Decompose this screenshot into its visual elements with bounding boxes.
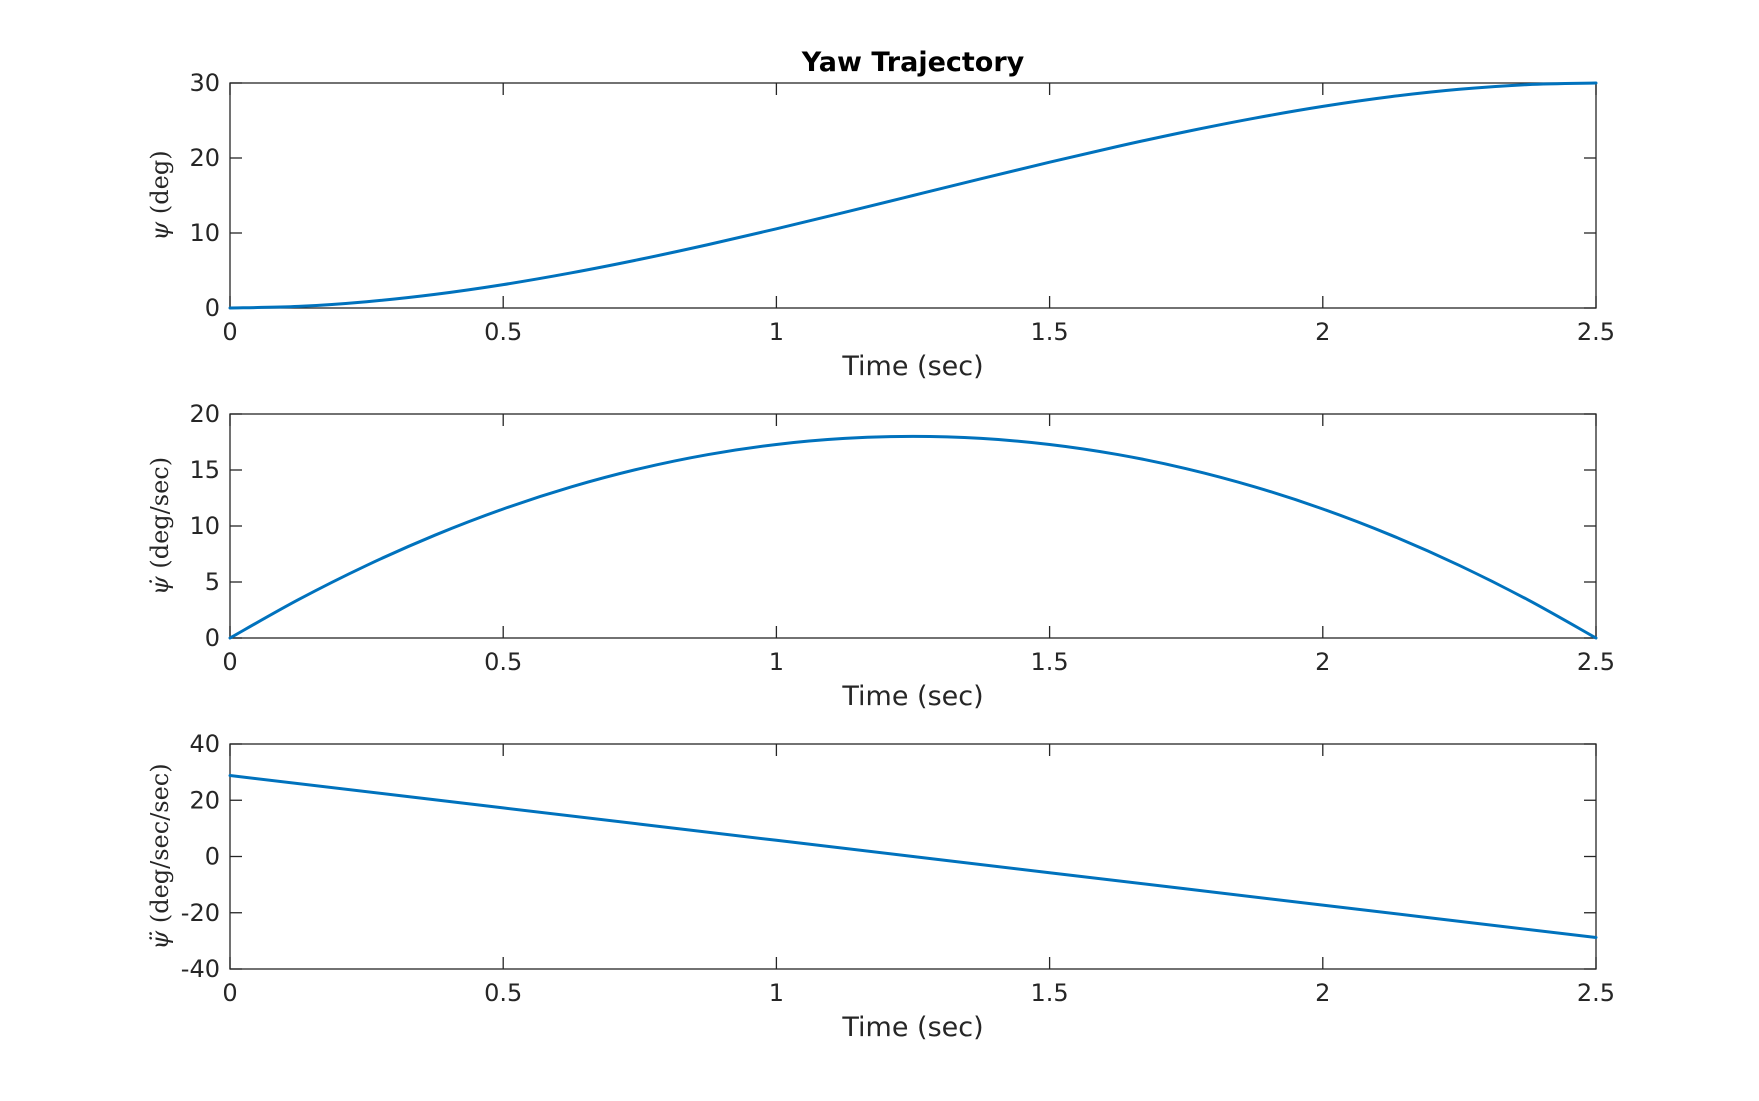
y-tick-label: 20 [189,786,220,814]
y-axis-symbol: ψ [146,221,174,241]
subplot-2: 0 0.5 1 1.5 2 2.5 0 5 10 15 20 Time (sec) ψ̇ (deg/se… [146,400,1615,712]
y-tick-label: -40 [181,955,220,983]
y-tick-label: 0 [205,294,220,322]
y-tick-label: 0 [205,843,220,871]
subplot-1: 0 0.5 1 1.5 2 2.5 0 10 20 30 Time (sec) ψ (deg) Yaw … [146,47,1615,382]
y-tick-label: 40 [189,730,220,758]
y-axis-symbol: ψ̇ [146,575,174,595]
y-axis-label: ψ̇ (deg/sec) [146,457,174,595]
x-tick-label: 2 [1315,979,1330,1007]
x-tick-label: 0 [222,648,237,676]
x-tick-label: 1.5 [1031,979,1069,1007]
y-tick-label: 20 [189,144,220,172]
y-tick-label: 20 [189,400,220,428]
x-tick-label: 1.5 [1031,648,1069,676]
x-tick-label: 0 [222,318,237,346]
y-tick-label: 10 [189,219,220,247]
x-tick-label: 1 [769,318,784,346]
series-line-1 [228,434,1598,640]
x-tick-label: 2.5 [1577,979,1615,1007]
y-tick-label: 0 [205,624,220,652]
x-tick-label: 2.5 [1577,318,1615,346]
x-tick-label: 1 [769,648,784,676]
x-tick-label: 0.5 [484,318,522,346]
y-axis-symbol: ψ̈ [146,930,174,950]
y-tick-label: 30 [189,69,220,97]
x-tick-label: 1.5 [1031,318,1069,346]
y-axis-label: ψ (deg) [146,150,174,240]
x-tick-label: 2 [1315,648,1330,676]
x-axis-label: Time (sec) [841,351,983,382]
y-axis-label: ψ̈ (deg/sec/sec) [146,763,174,949]
y-tick-label: 10 [189,512,220,540]
y-tick-label: 15 [189,456,220,484]
x-axis-label: Time (sec) [841,1012,983,1043]
subplot-3: 0 0.5 1 1.5 2 2.5 -40 -20 0 20 40 Time (sec) ψ̈ (deg… [146,730,1615,1043]
axes-frame [229,413,1597,639]
y-axis-units: (deg/sec) [146,457,174,569]
y-axis-units: (deg/sec/sec) [146,763,174,923]
x-tick-label: 0 [222,979,237,1007]
y-axis-units: (deg) [146,150,174,214]
y-tick-label: -20 [181,899,220,927]
series-line-1 [228,774,1598,939]
y-tick-label: 5 [205,568,220,596]
x-axis-label: Time (sec) [841,681,983,712]
x-tick-label: 2.5 [1577,648,1615,676]
x-tick-label: 0.5 [484,648,522,676]
chart-title: Yaw Trajectory [801,47,1025,78]
x-tick-label: 2 [1315,318,1330,346]
x-tick-label: 1 [769,979,784,1007]
series-line-1 [228,81,1598,310]
x-tick-label: 0.5 [484,979,522,1007]
